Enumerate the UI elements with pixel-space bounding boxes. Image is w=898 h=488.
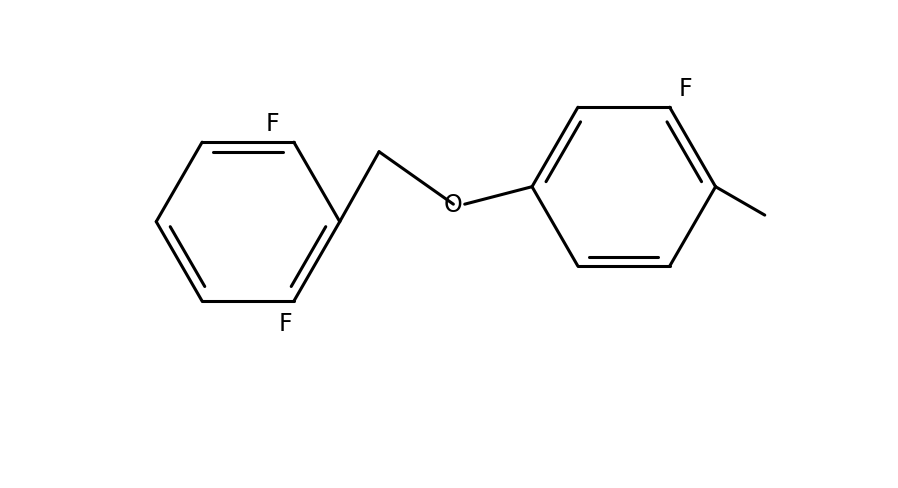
Text: F: F — [679, 77, 692, 101]
Text: F: F — [278, 311, 292, 335]
Text: O: O — [444, 193, 462, 217]
Text: F: F — [265, 112, 279, 136]
